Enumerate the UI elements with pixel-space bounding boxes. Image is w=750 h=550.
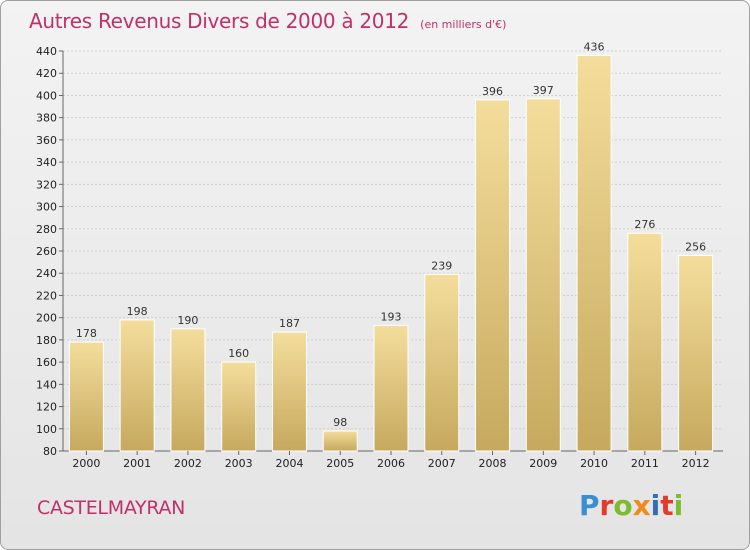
bar-2011 bbox=[627, 232, 663, 452]
x-tick-label-2010: 2010 bbox=[580, 457, 608, 470]
bar-2005 bbox=[322, 430, 358, 452]
x-tick-label-2001: 2001 bbox=[123, 457, 151, 470]
data-label-2003: 160 bbox=[228, 347, 249, 360]
y-tick-label: 280 bbox=[36, 223, 57, 236]
y-tick-label: 420 bbox=[36, 67, 57, 80]
logo-letter: i bbox=[673, 489, 684, 522]
bar-2012 bbox=[678, 254, 714, 452]
logo-letter: t bbox=[660, 489, 674, 522]
logo-letter: x bbox=[632, 489, 651, 522]
bar-2002 bbox=[170, 328, 206, 452]
data-label-2002: 190 bbox=[177, 314, 198, 327]
y-tick-label: 200 bbox=[36, 312, 57, 325]
bar-2003 bbox=[221, 361, 257, 452]
logo-letter: r bbox=[599, 489, 614, 522]
bars bbox=[68, 54, 714, 452]
x-tick-label-2007: 2007 bbox=[428, 457, 456, 470]
data-labels: 178 198 190 160 187 98 193 239 396 397 436 276 256 bbox=[76, 40, 706, 429]
logo-letter: P bbox=[579, 489, 600, 522]
x-tick-label-2000: 2000 bbox=[72, 457, 100, 470]
y-tick-label: 180 bbox=[36, 334, 57, 347]
y-tick-label: 140 bbox=[36, 378, 57, 391]
bar-2006 bbox=[373, 324, 409, 452]
bar-2008 bbox=[475, 99, 511, 452]
data-label-2005: 98 bbox=[333, 416, 347, 429]
y-tick-label: 220 bbox=[36, 289, 57, 302]
x-tick-label-2009: 2009 bbox=[529, 457, 557, 470]
y-tick-label: 260 bbox=[36, 245, 57, 258]
data-label-2004: 187 bbox=[279, 317, 300, 330]
x-axis-ticks: 2000 2001 2002 2003 2004 2005 2006 2007 2008 2009… bbox=[72, 451, 710, 470]
y-tick-label: 240 bbox=[36, 267, 57, 280]
y-tick-label: 100 bbox=[36, 423, 57, 436]
y-tick-label: 160 bbox=[36, 356, 57, 369]
x-tick-label-2003: 2003 bbox=[225, 457, 253, 470]
data-label-2010: 436 bbox=[584, 40, 605, 53]
bar-2010 bbox=[576, 54, 612, 452]
bar-2000 bbox=[68, 341, 104, 452]
bar-2004 bbox=[271, 331, 307, 452]
y-tick-label: 400 bbox=[36, 89, 57, 102]
y-tick-label: 300 bbox=[36, 201, 57, 214]
y-tick-label: 80 bbox=[43, 445, 57, 458]
x-tick-label-2005: 2005 bbox=[326, 457, 354, 470]
proxiti-logo[interactable]: Proxiti bbox=[579, 489, 683, 522]
y-tick-label: 340 bbox=[36, 156, 57, 169]
x-tick-label-2012: 2012 bbox=[682, 457, 710, 470]
x-tick-label-2004: 2004 bbox=[275, 457, 303, 470]
bar-2001 bbox=[119, 319, 155, 452]
x-tick-label-2008: 2008 bbox=[479, 457, 507, 470]
bar-2007 bbox=[424, 273, 460, 452]
data-label-2007: 239 bbox=[431, 259, 452, 272]
commune-name: CASTELMAYRAN bbox=[37, 497, 186, 519]
y-tick-label: 440 bbox=[36, 45, 57, 58]
chart-title: Autres Revenus Divers de 2000 à 2012 bbox=[29, 9, 410, 33]
chart-title-group: Autres Revenus Divers de 2000 à 2012 (en… bbox=[29, 9, 506, 33]
bar-2009 bbox=[525, 98, 561, 452]
y-tick-label: 360 bbox=[36, 134, 57, 147]
data-label-2009: 397 bbox=[533, 84, 554, 97]
data-label-2012: 256 bbox=[685, 240, 706, 253]
y-tick-label: 320 bbox=[36, 178, 57, 191]
data-label-2000: 178 bbox=[76, 327, 97, 340]
logo-letter: o bbox=[613, 489, 633, 522]
data-label-2008: 396 bbox=[482, 85, 503, 98]
x-tick-label-2006: 2006 bbox=[377, 457, 405, 470]
x-tick-label-2002: 2002 bbox=[174, 457, 202, 470]
y-tick-label: 120 bbox=[36, 401, 57, 414]
logo-letter: i bbox=[650, 489, 661, 522]
y-tick-label: 380 bbox=[36, 112, 57, 125]
x-tick-label-2011: 2011 bbox=[631, 457, 659, 470]
data-label-2006: 193 bbox=[381, 310, 402, 323]
data-label-2001: 198 bbox=[127, 305, 148, 318]
chart-subtitle: (en milliers d'€) bbox=[420, 18, 507, 31]
data-label-2011: 276 bbox=[634, 218, 655, 231]
y-axis-ticks: 80 100 120 140 160 180 200 220 240 260 280 300 320 34… bbox=[36, 45, 64, 458]
